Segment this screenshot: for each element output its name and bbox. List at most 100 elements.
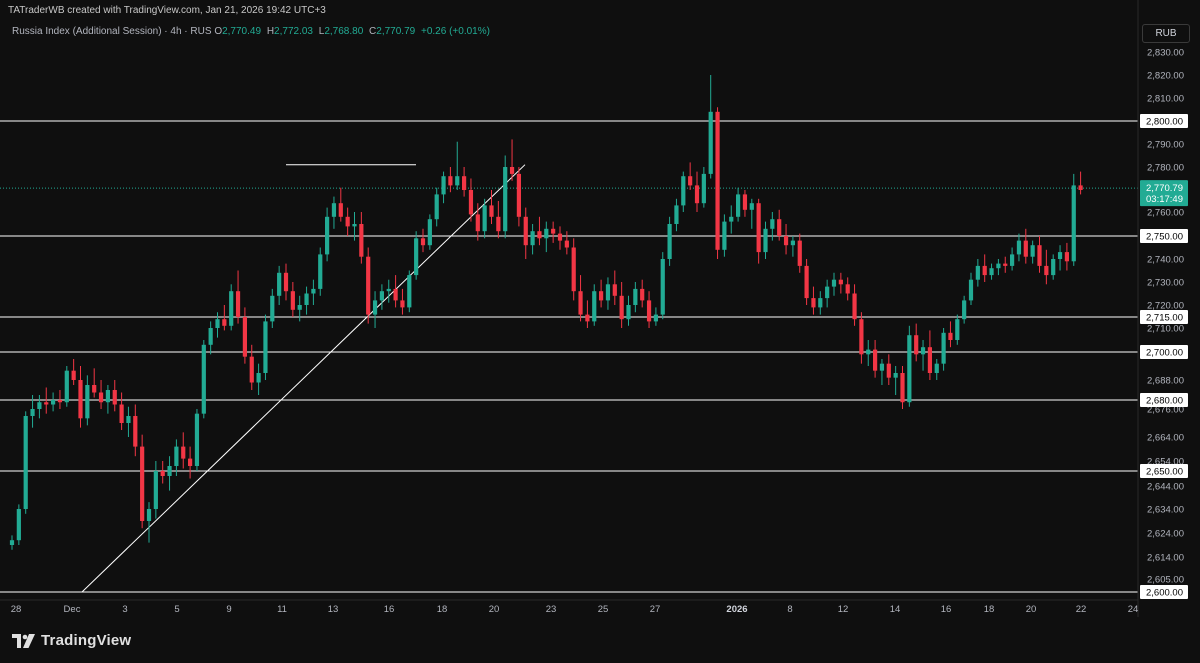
candle[interactable] xyxy=(222,305,227,331)
candle[interactable] xyxy=(571,238,576,301)
candle[interactable] xyxy=(270,288,275,328)
candle[interactable] xyxy=(557,226,563,250)
candle[interactable] xyxy=(153,461,158,519)
candle[interactable] xyxy=(523,207,528,259)
candle[interactable] xyxy=(181,432,186,469)
candle[interactable] xyxy=(64,366,69,407)
candle[interactable] xyxy=(873,340,878,378)
candle[interactable] xyxy=(797,233,802,273)
candle[interactable] xyxy=(564,231,569,255)
candle[interactable] xyxy=(16,504,21,545)
candle[interactable] xyxy=(770,212,775,241)
candle[interactable] xyxy=(756,198,761,264)
candle[interactable] xyxy=(242,307,247,364)
candlestick-chart[interactable]: 2,830.00 2,820.00 2,810.00 2,790.00 2,780.00… xyxy=(0,0,1200,617)
candle[interactable] xyxy=(674,198,679,232)
candle[interactable] xyxy=(420,228,426,253)
candle[interactable] xyxy=(482,198,487,239)
candle[interactable] xyxy=(729,205,734,234)
candle[interactable] xyxy=(146,502,152,543)
candle[interactable] xyxy=(825,279,830,308)
candle[interactable] xyxy=(962,295,967,324)
candle[interactable] xyxy=(640,279,645,308)
candle[interactable] xyxy=(71,359,76,385)
candle[interactable] xyxy=(51,392,56,412)
candle[interactable] xyxy=(845,277,850,301)
candle[interactable] xyxy=(133,404,138,457)
candle[interactable] xyxy=(283,263,289,301)
candle[interactable] xyxy=(400,288,405,315)
candle[interactable] xyxy=(742,190,748,217)
candle[interactable] xyxy=(9,535,15,550)
candle[interactable] xyxy=(229,284,234,331)
candle[interactable] xyxy=(338,187,343,222)
candle[interactable] xyxy=(462,167,467,197)
candle[interactable] xyxy=(1044,249,1049,285)
candle[interactable] xyxy=(105,385,110,414)
candle[interactable] xyxy=(852,284,857,326)
candle[interactable] xyxy=(160,461,165,484)
candle[interactable] xyxy=(140,434,145,529)
candle[interactable] xyxy=(544,221,549,253)
candle[interactable] xyxy=(331,196,337,229)
candle[interactable] xyxy=(749,198,754,229)
candle[interactable] xyxy=(907,325,912,407)
candle[interactable] xyxy=(235,270,241,324)
candle[interactable] xyxy=(290,282,295,317)
candle[interactable] xyxy=(667,216,672,266)
candle[interactable] xyxy=(859,312,864,364)
candle[interactable] xyxy=(578,275,583,322)
candle[interactable] xyxy=(468,178,474,222)
candle[interactable] xyxy=(811,286,816,315)
candle[interactable] xyxy=(496,201,501,239)
candle[interactable] xyxy=(57,390,63,409)
candle[interactable] xyxy=(831,272,837,296)
candle[interactable] xyxy=(352,212,357,241)
candle[interactable] xyxy=(1057,245,1063,271)
candle[interactable] xyxy=(174,439,179,476)
candle[interactable] xyxy=(934,359,939,380)
candle[interactable] xyxy=(516,167,521,227)
candle[interactable] xyxy=(393,275,398,308)
candle[interactable] xyxy=(188,446,193,479)
candle[interactable] xyxy=(975,259,980,287)
candle[interactable] xyxy=(441,171,446,204)
candle[interactable] xyxy=(626,295,631,326)
candle[interactable] xyxy=(783,224,789,255)
candle[interactable] xyxy=(920,340,926,371)
candle[interactable] xyxy=(777,209,782,241)
candle[interactable] xyxy=(537,216,542,246)
candle[interactable] xyxy=(736,187,741,222)
candle[interactable] xyxy=(325,207,330,262)
candle[interactable] xyxy=(23,411,28,514)
candle[interactable] xyxy=(297,295,302,322)
candle[interactable] xyxy=(893,366,898,395)
candle[interactable] xyxy=(1078,171,1083,195)
candle[interactable] xyxy=(201,340,206,419)
candle[interactable] xyxy=(592,284,597,326)
candle[interactable] xyxy=(277,265,282,305)
candle[interactable] xyxy=(790,236,795,257)
candle[interactable] xyxy=(866,340,871,366)
currency-button[interactable]: RUB xyxy=(1142,24,1190,43)
candle[interactable] xyxy=(30,395,35,428)
candle[interactable] xyxy=(119,392,124,431)
candle[interactable] xyxy=(701,167,706,208)
candle[interactable] xyxy=(818,291,823,315)
candle[interactable] xyxy=(941,328,946,371)
candle[interactable] xyxy=(838,272,843,294)
tradingview-logo[interactable]: TradingView xyxy=(12,632,131,649)
candle[interactable] xyxy=(414,231,419,280)
candle[interactable] xyxy=(85,375,90,426)
candle[interactable] xyxy=(612,270,617,306)
candle[interactable] xyxy=(194,409,200,471)
candle[interactable] xyxy=(585,300,590,328)
candle[interactable] xyxy=(78,366,83,428)
candle[interactable] xyxy=(92,368,97,398)
candle[interactable] xyxy=(167,456,172,491)
candle[interactable] xyxy=(304,286,309,315)
candle[interactable] xyxy=(372,291,378,328)
candle[interactable] xyxy=(1003,256,1008,273)
candle[interactable] xyxy=(530,224,535,255)
candle[interactable] xyxy=(98,380,104,409)
